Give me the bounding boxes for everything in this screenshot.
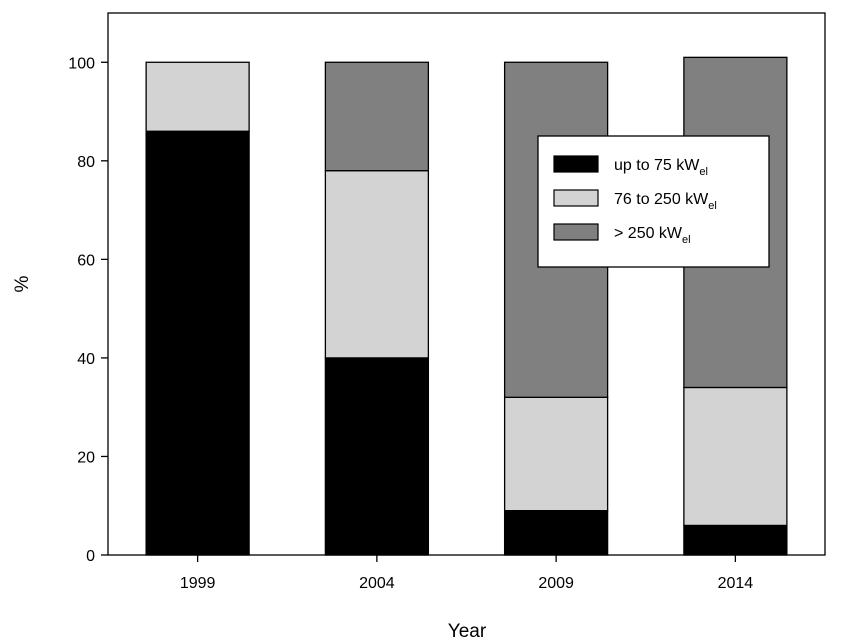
bar-2014-series-1 [683, 524, 788, 556]
x-tick-label: 1999 [180, 575, 216, 592]
legend-label-3: > 250 kWel [614, 225, 691, 246]
legend-swatch-1 [553, 155, 599, 173]
y-tick-label: 60 [77, 252, 95, 269]
bars-group [145, 56, 788, 556]
x-axis-title: Year [448, 621, 487, 642]
bar-2009-series-2 [503, 396, 609, 512]
y-tick-label: 40 [77, 351, 95, 368]
legend-label-1: up to 75 kWel [614, 157, 708, 178]
legend-label-2: 76 to 250 kWel [614, 191, 717, 212]
bar-2014-series-2 [683, 386, 788, 527]
plot-frame [107, 12, 826, 556]
legend: up to 75 kWel 76 to 250 kWel > 250 kWel [537, 135, 770, 268]
y-tick-label: 20 [77, 449, 95, 466]
bar-2009-series-1 [503, 510, 609, 556]
x-axis: 1999 2004 2009 2014 [180, 555, 753, 592]
legend-swatch-2 [553, 189, 599, 207]
legend-swatch-3 [553, 223, 599, 241]
x-tick-label: 2014 [718, 575, 754, 592]
bar-2004-series-1 [324, 357, 430, 556]
bar-2004-series-3 [324, 61, 430, 172]
y-tick-label: 80 [77, 154, 95, 171]
y-tick-label: 0 [86, 548, 95, 565]
y-axis-title: % [12, 275, 33, 292]
y-axis: 0 20 40 60 80 100 [68, 55, 108, 565]
bar-1999-series-1 [145, 130, 250, 556]
x-tick-label: 2009 [538, 575, 574, 592]
bar-2004-series-2 [324, 170, 430, 359]
x-tick-label: 2004 [359, 575, 395, 592]
y-tick-label: 100 [68, 55, 95, 72]
bar-1999-series-2 [145, 61, 250, 132]
